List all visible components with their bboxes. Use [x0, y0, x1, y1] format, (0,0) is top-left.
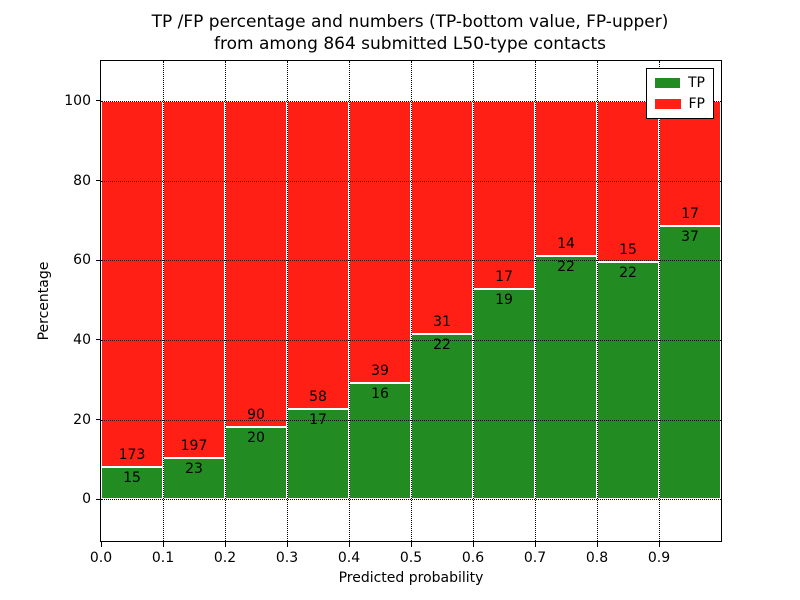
y-tick-label: 60 [73, 252, 91, 269]
x-tick-label: 0.6 [461, 550, 485, 566]
y-tick-label: 0 [82, 491, 91, 508]
tp-bar-segment [287, 408, 349, 500]
fp-count-label: 17 [495, 268, 513, 285]
y-tick-mark [96, 498, 101, 500]
tp-count-label: 23 [185, 460, 203, 477]
vertical-gridline [535, 61, 536, 541]
x-tick-label: 0.1 [151, 550, 175, 566]
vertical-gridline [659, 61, 660, 541]
legend-swatch-fp [655, 99, 681, 109]
legend-label-tp: TP [688, 75, 705, 91]
fp-bar-segment [101, 100, 163, 468]
x-axis-label: Predicted probability [338, 570, 484, 586]
tp-count-label: 20 [247, 429, 265, 446]
vertical-gridline [163, 61, 164, 541]
y-tick-label: 100 [64, 92, 91, 109]
legend-label-fp: FP [688, 96, 706, 112]
x-tick-label: 0.3 [275, 550, 299, 566]
legend-swatch-tp [655, 78, 680, 88]
fp-bar-segment [411, 100, 473, 334]
x-tick-label: 0.8 [585, 550, 609, 566]
x-tick-mark [534, 542, 536, 547]
x-tick-mark [410, 542, 412, 547]
tp-count-label: 19 [495, 291, 513, 308]
tp-bar-segment [597, 262, 659, 500]
x-tick-mark [224, 542, 226, 547]
chart-title: TP /FP percentage and numbers (TP-bottom… [100, 11, 720, 55]
tp-bar-segment [473, 288, 535, 500]
tp-bar-segment [659, 226, 721, 500]
tp-count-label: 16 [371, 386, 389, 403]
fp-count-label: 14 [557, 235, 575, 252]
fp-count-label: 173 [118, 447, 146, 464]
x-tick-mark [348, 542, 350, 547]
fp-count-label: 90 [247, 406, 265, 423]
tp-bar-segment [163, 457, 225, 500]
legend-entry-tp: TP [655, 76, 705, 90]
x-tick-label: 0.9 [647, 550, 671, 566]
y-tick-label: 80 [73, 172, 91, 189]
tp-count-label: 17 [309, 411, 327, 428]
x-tick-label: 0.5 [399, 550, 423, 566]
x-tick-mark [472, 542, 474, 547]
fp-count-label: 58 [309, 388, 327, 405]
legend-entry-fp: FP [655, 97, 705, 111]
fp-bar-segment [163, 100, 225, 458]
tp-count-label: 22 [557, 258, 575, 275]
fp-count-label: 17 [681, 206, 699, 223]
tp-bar-segment [535, 255, 597, 500]
tp-count-label: 15 [123, 470, 141, 487]
tp-count-label: 22 [619, 265, 637, 282]
legend: TP FP [646, 68, 714, 119]
vertical-gridline [411, 61, 412, 541]
x-tick-label: 0.7 [523, 550, 547, 566]
y-tick-mark [96, 339, 101, 341]
chart-title-line1: TP /FP percentage and numbers (TP-bottom… [151, 12, 669, 32]
vertical-gridline [473, 61, 474, 541]
tp-bar-segment [411, 333, 473, 500]
y-tick-mark [96, 100, 101, 102]
x-tick-mark [596, 542, 598, 547]
y-tick-label: 20 [73, 411, 91, 428]
x-tick-mark [658, 542, 660, 547]
fp-bar-segment [473, 100, 535, 289]
vertical-gridline [349, 61, 350, 541]
chart-title-line2: from among 864 submitted L50-type contac… [214, 34, 606, 54]
vertical-gridline [287, 61, 288, 541]
fp-count-label: 39 [371, 363, 389, 380]
fp-bar-segment [287, 100, 349, 409]
x-tick-label: 0.4 [337, 550, 361, 566]
y-tick-mark [96, 180, 101, 181]
vertical-gridline [597, 61, 598, 541]
x-tick-label: 0.0 [89, 550, 113, 566]
fp-bar-segment [597, 100, 659, 263]
fp-bar-segment [349, 100, 411, 384]
y-tick-label: 40 [73, 331, 91, 348]
fp-count-label: 31 [433, 313, 451, 330]
fp-count-label: 197 [180, 437, 208, 454]
y-tick-mark [96, 259, 101, 261]
plot-area: Predicted probability Percentage TP FP 17… [36, 60, 722, 586]
tp-count-label: 37 [681, 229, 699, 246]
fp-bar-segment [535, 100, 597, 256]
tp-count-label: 22 [433, 336, 451, 353]
fp-count-label: 15 [619, 242, 637, 259]
x-tick-mark [162, 542, 164, 547]
x-tick-mark [286, 542, 288, 547]
x-tick-mark [100, 542, 102, 547]
fp-bar-segment [225, 100, 287, 427]
y-tick-mark [96, 419, 101, 420]
y-axis-label: Percentage [36, 261, 52, 341]
vertical-gridline [225, 61, 226, 541]
tp-bar-segment [101, 467, 163, 500]
x-tick-label: 0.2 [213, 550, 237, 566]
